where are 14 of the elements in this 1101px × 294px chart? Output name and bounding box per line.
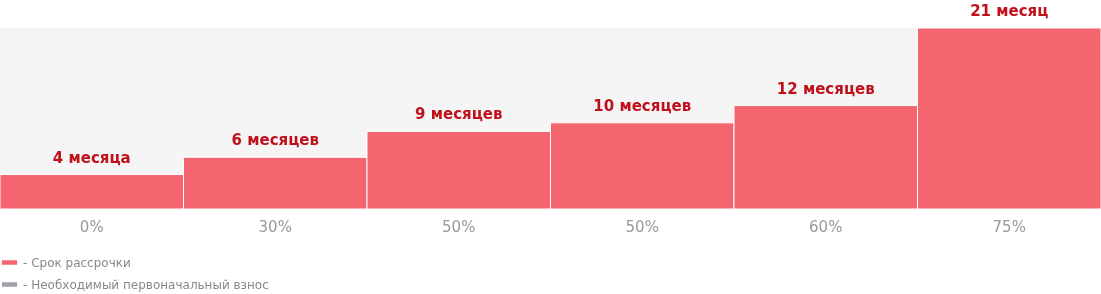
data-label: 4 месяца	[52, 148, 131, 167]
data-label: 21 месяц	[970, 2, 1049, 20]
data-label: 9 месяцев	[415, 105, 503, 124]
x-axis-title: - Необходимый первоначальный взнос	[23, 277, 269, 292]
x-tick-label: 30%	[258, 217, 292, 236]
data-label: 10 месяцев	[593, 96, 692, 115]
data-label: 6 месяцев	[231, 131, 319, 150]
x-tick-label: 50%	[625, 217, 659, 236]
x-tick-label: 0%	[79, 217, 104, 236]
x-tick-label: 75%	[992, 217, 1026, 236]
x-tick-label: 60%	[809, 217, 843, 236]
legend-label: - Срок рассрочки	[23, 255, 131, 270]
x-tick-label: 50%	[442, 217, 476, 236]
data-label: 12 месяцев	[776, 79, 875, 98]
